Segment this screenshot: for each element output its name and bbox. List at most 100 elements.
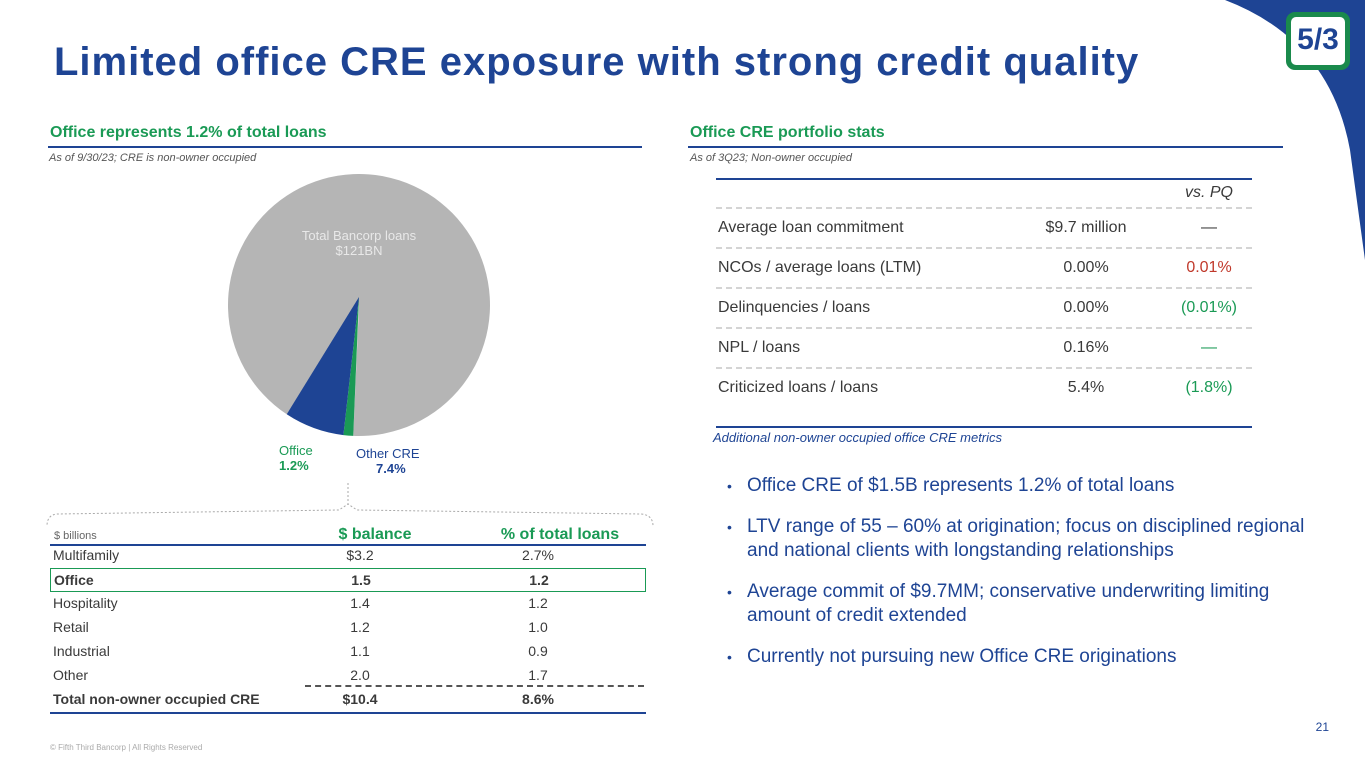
row-balance: 1.2 (350, 619, 370, 635)
row-pct: 1.0 (528, 619, 548, 635)
stats-table: vs. PQ Average loan commitment $9.7 mill… (716, 180, 1252, 409)
row-divider (716, 327, 1252, 329)
bullet-mark: • (727, 584, 732, 600)
stat-value: 0.00% (1063, 259, 1109, 276)
row-balance: $10.4 (342, 691, 378, 707)
bullet-mark: • (727, 649, 732, 665)
stat-metric: Delinquencies / loans (718, 299, 871, 316)
loans-pie-chart (227, 174, 490, 436)
row-pct: 2.7% (522, 547, 554, 563)
row-category: Other (53, 667, 89, 683)
row-balance: 1.1 (350, 643, 370, 659)
table-row: Retail 1.2 1.0 (50, 616, 646, 640)
table-row: Industrial 1.1 0.9 (50, 640, 646, 664)
bullet-text: Currently not pursuing new Office CRE or… (747, 646, 1177, 667)
pie-other-label: Other CRE (356, 446, 420, 461)
stat-value: 5.4% (1067, 379, 1105, 396)
bullet-text: Average commit of $9.7MM; conservative u… (747, 581, 1270, 626)
row-pct: 8.6% (522, 691, 554, 707)
stats-row: Delinquencies / loans 0.00% (0.01%) (716, 289, 1252, 329)
row-category: Multifamily (53, 547, 120, 563)
stats-row: NPL / loans 0.16% — (716, 329, 1252, 369)
stats-table-note: Additional non-owner occupied office CRE… (713, 430, 1003, 445)
bullet-mark: • (727, 478, 732, 494)
stats-row: Average loan commitment $9.7 million — (716, 209, 1252, 249)
pie-other-callout: Other CRE 7.4% (356, 446, 420, 476)
table-row-office-highlight: Office 1.5 1.2 (50, 568, 646, 592)
row-pct: 0.9 (528, 643, 548, 659)
col-header-vs-pq: vs. PQ (1184, 184, 1233, 201)
stat-value: 0.00% (1063, 299, 1109, 316)
bullet-item: • Office CRE of $1.5B represents 1.2% of… (727, 474, 1327, 498)
pie-slice-total-bancorp (227, 174, 490, 436)
right-section-note: As of 3Q23; Non-owner occupied (690, 152, 853, 164)
row-divider (716, 287, 1252, 289)
left-section-rule (48, 146, 642, 148)
row-balance: 1.5 (351, 572, 371, 588)
pie-slice-office (343, 297, 359, 436)
bullet-text: LTV range of 55 – 60% at origination; fo… (747, 516, 1305, 561)
stats-table-bottom-rule (716, 426, 1252, 428)
bullet-mark: • (727, 519, 732, 535)
row-category: Retail (53, 619, 89, 635)
row-balance: $3.2 (346, 547, 374, 563)
right-section-rule (688, 146, 1283, 148)
row-divider (716, 367, 1252, 369)
table-row: Other 2.0 1.7 (50, 664, 646, 688)
row-category: Total non-owner occupied CRE (53, 691, 260, 707)
col-header-balance: $ balance (338, 526, 412, 543)
row-pct: 1.2 (529, 572, 549, 588)
stat-metric: Average loan commitment (718, 219, 904, 236)
stats-row: NCOs / average loans (LTM) 0.00% 0.01% (716, 249, 1252, 289)
row-pct: 1.7 (528, 667, 548, 683)
pie-office-label: Office (279, 443, 313, 458)
table-row: Multifamily $3.2 2.7% (50, 544, 646, 568)
row-balance: 1.4 (350, 595, 370, 611)
subtotal-dashed-rule (305, 685, 644, 687)
left-section-header: Office represents 1.2% of total loans (50, 124, 327, 141)
row-balance: 2.0 (350, 667, 370, 683)
table-row: Hospitality 1.4 1.2 (50, 592, 646, 616)
table-units-label: $ billions (54, 530, 97, 542)
stat-vs-pq: (1.8%) (1185, 379, 1233, 396)
pie-office-callout: Office 1.2% (279, 443, 313, 473)
stats-row: Criticized loans / loans 5.4% (1.8%) (716, 369, 1252, 409)
row-category: Office (54, 572, 94, 588)
left-section-note: As of 9/30/23; CRE is non-owner occupied (49, 152, 257, 164)
row-divider (716, 247, 1252, 249)
pie-total-label: Total Bancorp loans $121BN (278, 228, 440, 258)
balance-table: Multifamily $3.2 2.7% Office 1.5 1.2 Hos… (50, 544, 646, 714)
stat-vs-pq: 0.01% (1186, 259, 1232, 276)
page-title: Limited office CRE exposure with strong … (54, 40, 1140, 84)
stat-metric: NCOs / average loans (LTM) (718, 259, 922, 276)
col-header-pct-total: % of total loans (500, 526, 620, 543)
stat-value: 0.16% (1063, 339, 1109, 356)
bullet-item: • Average commit of $9.7MM; conservative… (727, 580, 1327, 628)
stats-header-row: vs. PQ (716, 180, 1252, 209)
pie-slice-other-cre (286, 297, 359, 436)
pie-other-value: 7.4% (376, 461, 406, 476)
stat-vs-pq: (0.01%) (1180, 299, 1238, 316)
table-bracket (46, 483, 654, 527)
stat-vs-pq: — (1201, 219, 1217, 236)
fifth-third-logo: 5/3 (1286, 12, 1350, 70)
stat-metric: NPL / loans (718, 339, 801, 356)
bullet-item: • LTV range of 55 – 60% at origination; … (727, 515, 1327, 563)
row-divider (716, 207, 1252, 209)
pie-total-label-text: Total Bancorp loans (301, 228, 417, 243)
stat-value: $9.7 million (1045, 219, 1127, 236)
bullet-list: • Office CRE of $1.5B represents 1.2% of… (727, 474, 1327, 686)
pie-total-value: $121BN (335, 243, 383, 258)
logo-text: 5/3 (1297, 23, 1339, 56)
table-top-rule (50, 544, 646, 546)
stats-table-top-rule (716, 178, 1252, 180)
row-category: Hospitality (53, 595, 118, 611)
footer-copyright: © Fifth Third Bancorp | All Rights Reser… (50, 743, 203, 752)
row-pct: 1.2 (528, 595, 548, 611)
pie-office-value: 1.2% (279, 458, 309, 473)
right-section-header: Office CRE portfolio stats (690, 124, 885, 141)
row-category: Industrial (53, 643, 110, 659)
bullet-item: • Currently not pursuing new Office CRE … (727, 645, 1327, 669)
page-number: 21 (1315, 720, 1329, 734)
table-row-total: Total non-owner occupied CRE $10.4 8.6% (50, 688, 646, 714)
